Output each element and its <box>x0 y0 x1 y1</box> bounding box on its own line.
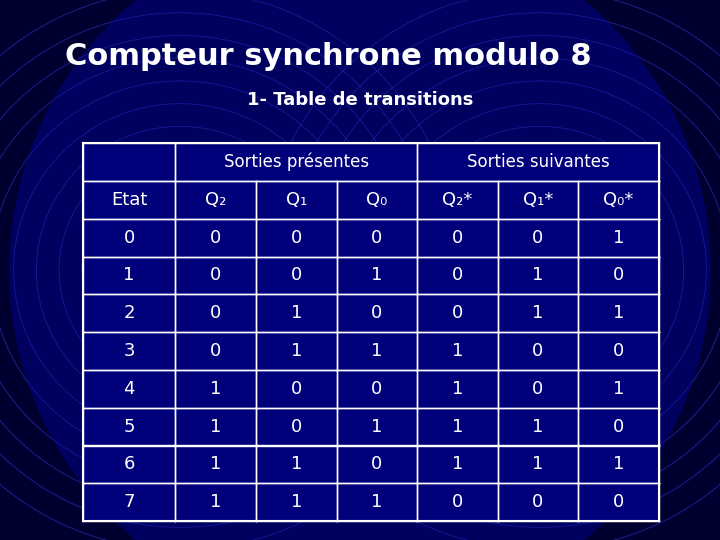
Text: 1: 1 <box>291 455 302 474</box>
Text: 0: 0 <box>613 417 624 436</box>
Text: 1: 1 <box>613 228 624 247</box>
Text: 1: 1 <box>291 304 302 322</box>
Text: 0: 0 <box>532 228 544 247</box>
Text: 1: 1 <box>613 304 624 322</box>
Text: 3: 3 <box>123 342 135 360</box>
Text: 1: 1 <box>291 493 302 511</box>
Text: 0: 0 <box>451 228 463 247</box>
Text: 0: 0 <box>613 493 624 511</box>
Text: 0: 0 <box>532 493 544 511</box>
Text: 1- Table de transitions: 1- Table de transitions <box>247 91 473 109</box>
Text: 0: 0 <box>451 266 463 285</box>
Text: 0: 0 <box>372 380 382 398</box>
Text: 1: 1 <box>210 417 222 436</box>
Text: 1: 1 <box>371 417 382 436</box>
Text: Compteur synchrone modulo 8: Compteur synchrone modulo 8 <box>65 42 591 71</box>
Text: 0: 0 <box>532 342 544 360</box>
Text: 1: 1 <box>451 417 463 436</box>
Text: 0: 0 <box>291 228 302 247</box>
Text: Q₀: Q₀ <box>366 191 387 209</box>
Text: Sorties suivantes: Sorties suivantes <box>467 153 609 171</box>
Text: Q₂*: Q₂* <box>442 191 472 209</box>
Text: 1: 1 <box>532 266 544 285</box>
Text: 4: 4 <box>123 380 135 398</box>
Text: 5: 5 <box>123 417 135 436</box>
Text: 0: 0 <box>210 228 221 247</box>
Text: 0: 0 <box>372 228 382 247</box>
Text: 1: 1 <box>532 455 544 474</box>
Text: 0: 0 <box>613 342 624 360</box>
Text: 1: 1 <box>210 493 222 511</box>
Text: 1: 1 <box>451 380 463 398</box>
Text: 1: 1 <box>371 266 382 285</box>
Text: 1: 1 <box>291 342 302 360</box>
Text: 0: 0 <box>124 228 135 247</box>
Text: 0: 0 <box>291 380 302 398</box>
Text: 1: 1 <box>371 493 382 511</box>
Text: 1: 1 <box>613 455 624 474</box>
Text: 1: 1 <box>210 455 222 474</box>
Text: 0: 0 <box>532 380 544 398</box>
Text: 0: 0 <box>372 455 382 474</box>
Circle shape <box>10 0 710 540</box>
Text: 1: 1 <box>210 380 222 398</box>
Text: Q₂: Q₂ <box>205 191 226 209</box>
Text: 1: 1 <box>532 417 544 436</box>
Text: Q₀*: Q₀* <box>603 191 634 209</box>
Text: Q₁: Q₁ <box>286 191 307 209</box>
Text: 1: 1 <box>371 342 382 360</box>
Text: 0: 0 <box>210 342 221 360</box>
Text: Q₁*: Q₁* <box>523 191 553 209</box>
Text: 0: 0 <box>291 266 302 285</box>
Text: 1: 1 <box>613 380 624 398</box>
Text: 1: 1 <box>451 455 463 474</box>
Text: 0: 0 <box>451 304 463 322</box>
Text: Sorties présentes: Sorties présentes <box>224 153 369 171</box>
Text: 0: 0 <box>291 417 302 436</box>
Text: 1: 1 <box>532 304 544 322</box>
Text: 0: 0 <box>613 266 624 285</box>
Text: 2: 2 <box>123 304 135 322</box>
Text: 0: 0 <box>451 493 463 511</box>
Text: 7: 7 <box>123 493 135 511</box>
Text: 0: 0 <box>210 266 221 285</box>
Text: 1: 1 <box>123 266 135 285</box>
Text: 1: 1 <box>451 342 463 360</box>
Text: 6: 6 <box>123 455 135 474</box>
Text: 0: 0 <box>372 304 382 322</box>
Text: 0: 0 <box>210 304 221 322</box>
Text: Etat: Etat <box>111 191 148 209</box>
